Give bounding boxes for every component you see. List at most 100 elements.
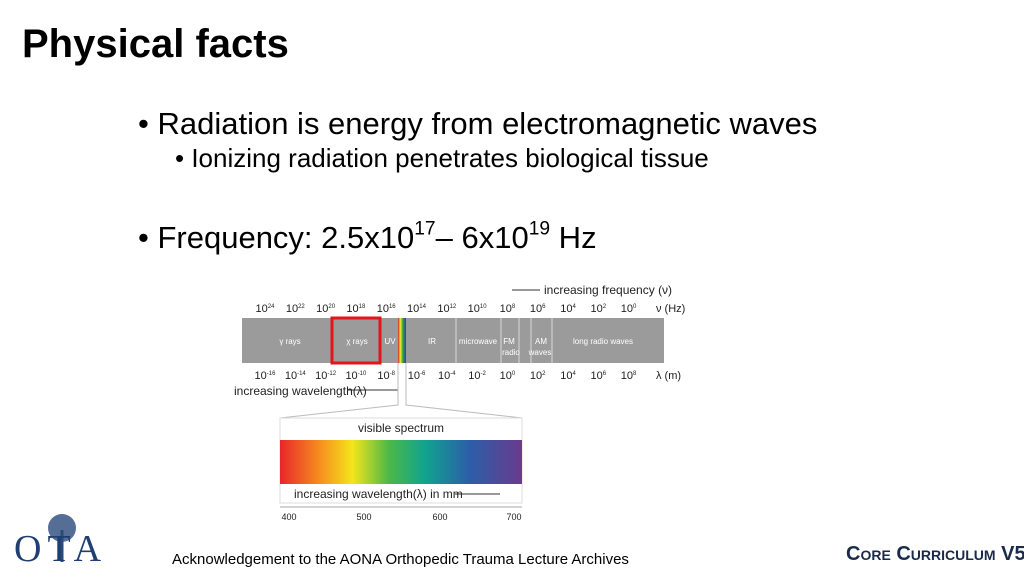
logo xyxy=(48,514,76,562)
bullet: • Radiation is energy from electromagnet… xyxy=(138,106,818,141)
brand: Core Curriculum V5 xyxy=(846,543,1024,566)
power-base: 10 xyxy=(315,370,327,382)
exponent: 2 xyxy=(542,371,546,377)
frequency-tick: 100 xyxy=(621,303,637,315)
exponent: 4 xyxy=(572,304,576,310)
power-base: 10 xyxy=(468,370,480,382)
exponent: 14 xyxy=(419,304,426,310)
power-base: 10 xyxy=(437,303,449,315)
wavelength-tick: 10-4 xyxy=(438,370,456,382)
power-base: 10 xyxy=(530,370,542,382)
band-label: AM xyxy=(535,337,547,346)
exponent: 18 xyxy=(359,304,366,310)
scale-tick: 600 xyxy=(432,512,447,522)
wavelength-tick: 10-16 xyxy=(255,370,277,382)
exponent: 0 xyxy=(512,371,516,377)
wavelength-tick: 10-2 xyxy=(468,370,486,382)
frequency-label: increasing frequency (ν) xyxy=(544,283,672,297)
power-base: 10 xyxy=(591,303,603,315)
band-label: γ rays xyxy=(279,337,300,346)
exponent: 20 xyxy=(328,304,335,310)
wavelength-tick: 10-8 xyxy=(377,370,395,382)
power-base: 10 xyxy=(377,303,389,315)
highlight-box xyxy=(330,316,382,365)
wavelength-tick: 106 xyxy=(591,370,607,382)
power-base: 10 xyxy=(346,303,358,315)
band-label: χ rays xyxy=(346,337,368,346)
frequency-tick: 1022 xyxy=(286,303,306,315)
exponent: -16 xyxy=(267,371,276,377)
scale-tick: 700 xyxy=(506,512,521,522)
exponent: 6 xyxy=(603,371,607,377)
power-base: 10 xyxy=(256,303,268,315)
power-base: 10 xyxy=(316,303,328,315)
logo-text: OTA xyxy=(14,528,108,570)
exponent: 6 xyxy=(542,304,546,310)
exponent: 22 xyxy=(298,304,305,310)
exponent: -6 xyxy=(420,371,426,377)
power-base: 10 xyxy=(407,303,419,315)
power-base: 10 xyxy=(621,370,633,382)
exponent: -2 xyxy=(481,371,487,377)
exponent: 10 xyxy=(480,304,487,310)
band-label: microwave xyxy=(459,337,498,346)
power-base: 10 xyxy=(500,370,512,382)
exponent: -14 xyxy=(297,371,306,377)
exponent: -4 xyxy=(450,371,456,377)
zoom-lines xyxy=(279,363,523,419)
exponent: 2 xyxy=(603,304,607,310)
power-base: 10 xyxy=(438,370,450,382)
exponent: 8 xyxy=(512,304,516,310)
wavelength-unit: λ (m) xyxy=(656,370,681,382)
frequency-tick: 1014 xyxy=(407,303,427,315)
exponent: 12 xyxy=(450,304,457,310)
acknowledgement: Acknowledgement to the AONA Orthopedic T… xyxy=(172,551,629,568)
frequency-tick: 1016 xyxy=(377,303,397,315)
power-base: 10 xyxy=(530,303,542,315)
power-base: 10 xyxy=(285,370,297,382)
exponent: 16 xyxy=(389,304,396,310)
frequency-tick: 1010 xyxy=(468,303,488,315)
slide-title: Physical facts xyxy=(22,22,289,66)
wavelength-tick: 102 xyxy=(530,370,546,382)
version: V5 xyxy=(1001,543,1024,565)
exponent: -12 xyxy=(327,371,336,377)
bullet-text: Frequency: 2.5x10 xyxy=(157,220,415,255)
band-label: UV xyxy=(384,337,396,346)
wavelength-tick: 10-6 xyxy=(408,370,426,382)
power-base: 10 xyxy=(255,370,267,382)
band-label: long radio waves xyxy=(573,337,633,346)
bullet-text: – 6x10 xyxy=(435,220,529,255)
exponent: 0 xyxy=(633,304,637,310)
wavelength-tick: 10-10 xyxy=(345,370,367,382)
visible-title: visible spectrum xyxy=(358,421,444,435)
sub-bullet: • Ionizing radiation penetrates biologic… xyxy=(175,143,709,173)
power-base: 10 xyxy=(500,303,512,315)
exponent: -10 xyxy=(358,371,367,377)
bullet-text: Ionizing radiation penetrates biological… xyxy=(191,143,709,173)
wavelength-tick: 10-12 xyxy=(315,370,337,382)
frequency-unit: ν (Hz) xyxy=(656,303,685,315)
exponent: -8 xyxy=(390,371,396,377)
frequency-tick: 104 xyxy=(560,303,576,315)
frequency-tick: 108 xyxy=(500,303,516,315)
bullet-text: Hz xyxy=(550,220,597,255)
power-base: 10 xyxy=(591,370,603,382)
scale-tick: 500 xyxy=(356,512,371,522)
wavelength-tick: 100 xyxy=(500,370,516,382)
exponent: 4 xyxy=(572,371,576,377)
exponent: 24 xyxy=(268,304,275,310)
band-label: waves xyxy=(528,348,552,357)
wavelength-label: increasing wavelength(λ) xyxy=(234,384,367,398)
frequency-tick: 1018 xyxy=(346,303,366,315)
visible-band xyxy=(398,318,406,363)
spectrum-bar xyxy=(242,318,664,363)
frequency-tick: 1020 xyxy=(316,303,336,315)
band-label: FM xyxy=(503,337,515,346)
wavelength-tick: 108 xyxy=(621,370,637,382)
band-label: radio xyxy=(502,348,520,357)
scale-tick: 400 xyxy=(281,512,296,522)
power-base: 10 xyxy=(377,370,389,382)
